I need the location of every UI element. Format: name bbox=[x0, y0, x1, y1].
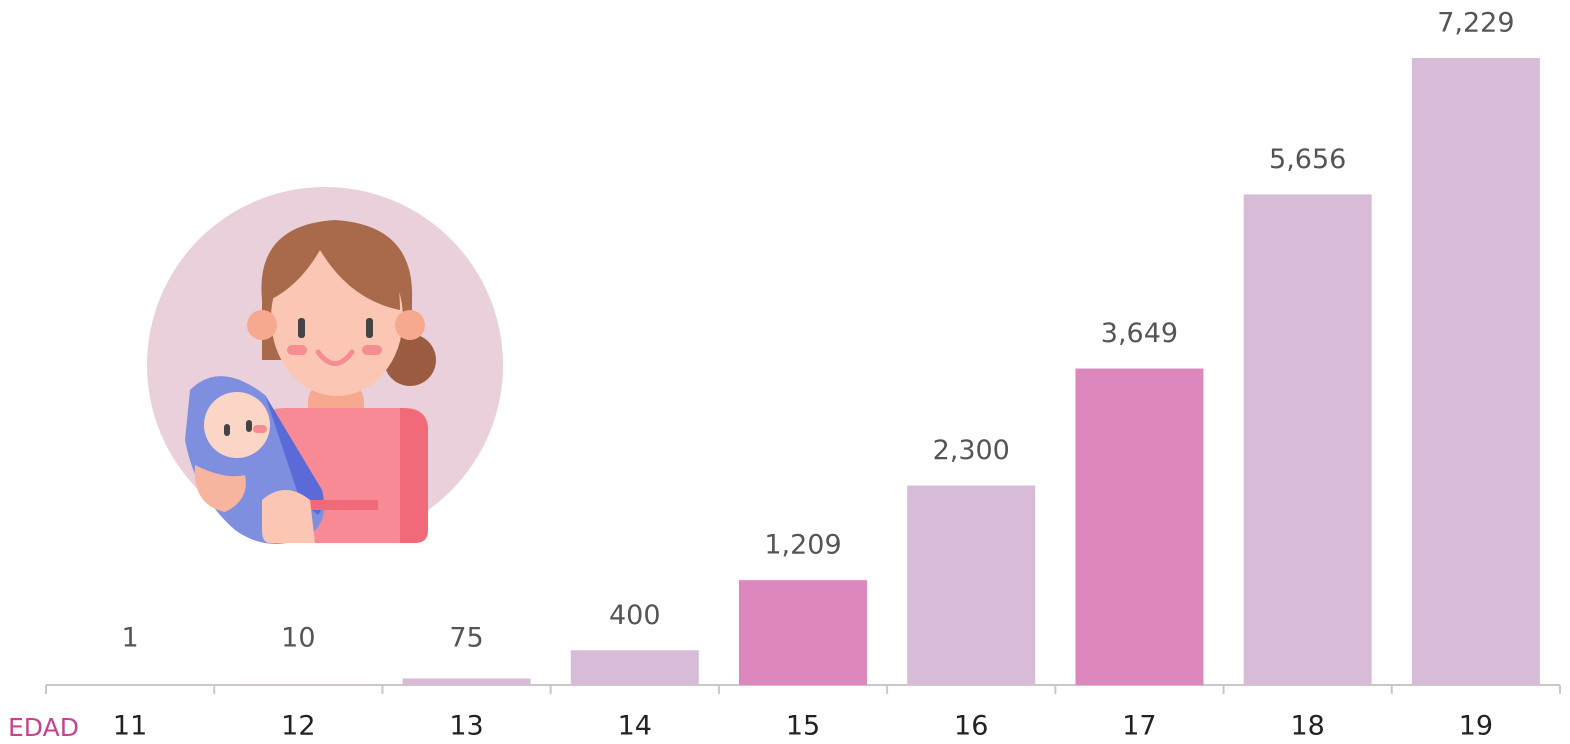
bar bbox=[739, 580, 867, 685]
value-label: 75 bbox=[449, 623, 483, 654]
illustration bbox=[147, 187, 503, 544]
x-tick-label: 17 bbox=[1122, 711, 1156, 742]
bar bbox=[1412, 58, 1540, 685]
value-label: 1,209 bbox=[764, 530, 841, 561]
value-label: 1 bbox=[122, 623, 139, 654]
x-tick-label: 15 bbox=[786, 711, 820, 742]
value-label: 5,656 bbox=[1269, 144, 1346, 175]
value-label: 2,300 bbox=[933, 435, 1010, 466]
value-label: 7,229 bbox=[1437, 8, 1514, 39]
value-label: 10 bbox=[281, 623, 315, 654]
page: EDAD 11110127513400141,209152,300163,649… bbox=[0, 0, 1570, 744]
chart: EDAD 11110127513400141,209152,300163,649… bbox=[0, 0, 1570, 744]
bar bbox=[571, 650, 699, 685]
bar bbox=[234, 684, 362, 685]
x-tick-label: 14 bbox=[618, 711, 652, 742]
x-tick-label: 18 bbox=[1290, 711, 1324, 742]
value-label: 3,649 bbox=[1101, 318, 1178, 349]
x-tick-label: 16 bbox=[954, 711, 988, 742]
x-tick-label: 11 bbox=[113, 711, 147, 742]
bar bbox=[1244, 194, 1372, 685]
x-tick-label: 13 bbox=[449, 711, 483, 742]
bar bbox=[403, 678, 531, 685]
value-label: 400 bbox=[609, 600, 661, 631]
bar bbox=[1075, 369, 1203, 685]
x-tick-label: 12 bbox=[281, 711, 315, 742]
bar bbox=[907, 486, 1035, 685]
x-axis-label: EDAD bbox=[8, 713, 79, 742]
x-tick-label: 19 bbox=[1459, 711, 1493, 742]
